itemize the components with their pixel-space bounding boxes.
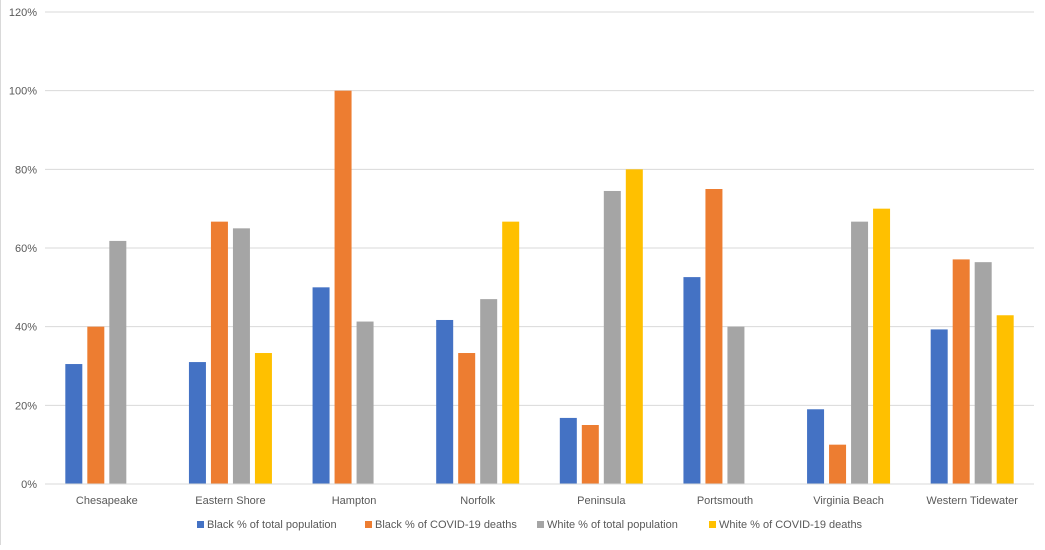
bar-virginia-beach-series-3 <box>851 221 869 484</box>
y-tick-label: 20% <box>15 400 37 412</box>
bar-peninsula-series-1 <box>559 417 577 484</box>
bar-norfolk-series-4 <box>502 221 520 484</box>
legend-swatch <box>537 521 544 528</box>
legend-label: Black % of COVID-19 deaths <box>375 519 517 531</box>
gridlines <box>45 11 1034 406</box>
legend-label: White % of COVID-19 deaths <box>719 519 863 531</box>
legend-swatch <box>709 521 716 528</box>
y-axis-ticks: 0% 20% 40% 60% 80% 100% 120% <box>9 7 37 491</box>
bar-virginia-beach-series-4 <box>873 208 891 484</box>
legend-swatch <box>197 521 204 528</box>
x-tick-label: Norfolk <box>460 495 495 507</box>
bar-eastern-shore-series-4 <box>254 353 272 484</box>
bar-peninsula-series-2 <box>581 425 599 484</box>
x-tick-label: Portsmouth <box>697 495 753 507</box>
bar-hampton-series-1 <box>312 287 330 484</box>
bar-western-tidewater-series-3 <box>974 262 992 484</box>
bar-eastern-shore-series-1 <box>188 362 206 484</box>
x-tick-label: Chesapeake <box>76 495 138 507</box>
y-tick-label: 0% <box>21 479 37 491</box>
y-tick-label: 80% <box>15 164 37 176</box>
bar-western-tidewater-series-4 <box>996 315 1014 484</box>
bar-hampton-series-2 <box>334 90 352 485</box>
bar-chesapeake-series-2 <box>87 326 105 484</box>
bar-eastern-shore-series-3 <box>232 228 250 484</box>
bar-hampton-series-3 <box>356 321 374 484</box>
x-tick-label: Virginia Beach <box>813 495 884 507</box>
x-tick-label: Hampton <box>332 495 377 507</box>
bar-norfolk-series-2 <box>458 353 476 484</box>
bar-virginia-beach-series-2 <box>829 444 847 484</box>
bar-western-tidewater-series-2 <box>952 259 970 484</box>
legend-label: Black % of total population <box>207 519 337 531</box>
bar-norfolk-series-1 <box>436 319 454 484</box>
x-axis-ticks: Chesapeake Eastern Shore Hampton Norfolk Pen… <box>76 495 1018 507</box>
y-tick-label: 120% <box>9 7 37 19</box>
bar-portsmouth-series-2 <box>705 189 723 484</box>
bar-norfolk-series-3 <box>480 299 498 484</box>
bar-peninsula-series-3 <box>603 190 621 484</box>
legend-label: White % of total population <box>547 519 678 531</box>
y-tick-label: 40% <box>15 322 37 334</box>
bar-western-tidewater-series-1 <box>930 329 948 484</box>
y-tick-label: 60% <box>15 243 37 255</box>
x-tick-label: Peninsula <box>577 495 626 507</box>
bar-chesapeake-series-1 <box>65 364 83 484</box>
legend-swatch <box>365 521 372 528</box>
legend: Black % of total population Black % of CO… <box>197 519 863 531</box>
x-tick-label: Eastern Shore <box>195 495 265 507</box>
bar-virginia-beach-series-1 <box>807 409 825 484</box>
bar-peninsula-series-4 <box>625 169 643 485</box>
y-tick-label: 100% <box>9 86 37 98</box>
bar-chesapeake-series-3 <box>109 240 127 484</box>
x-tick-label: Western Tidewater <box>926 495 1018 507</box>
bars <box>65 90 1014 485</box>
bar-eastern-shore-series-2 <box>210 221 228 484</box>
bar-portsmouth-series-1 <box>683 277 701 484</box>
bar-portsmouth-series-3 <box>727 326 745 484</box>
